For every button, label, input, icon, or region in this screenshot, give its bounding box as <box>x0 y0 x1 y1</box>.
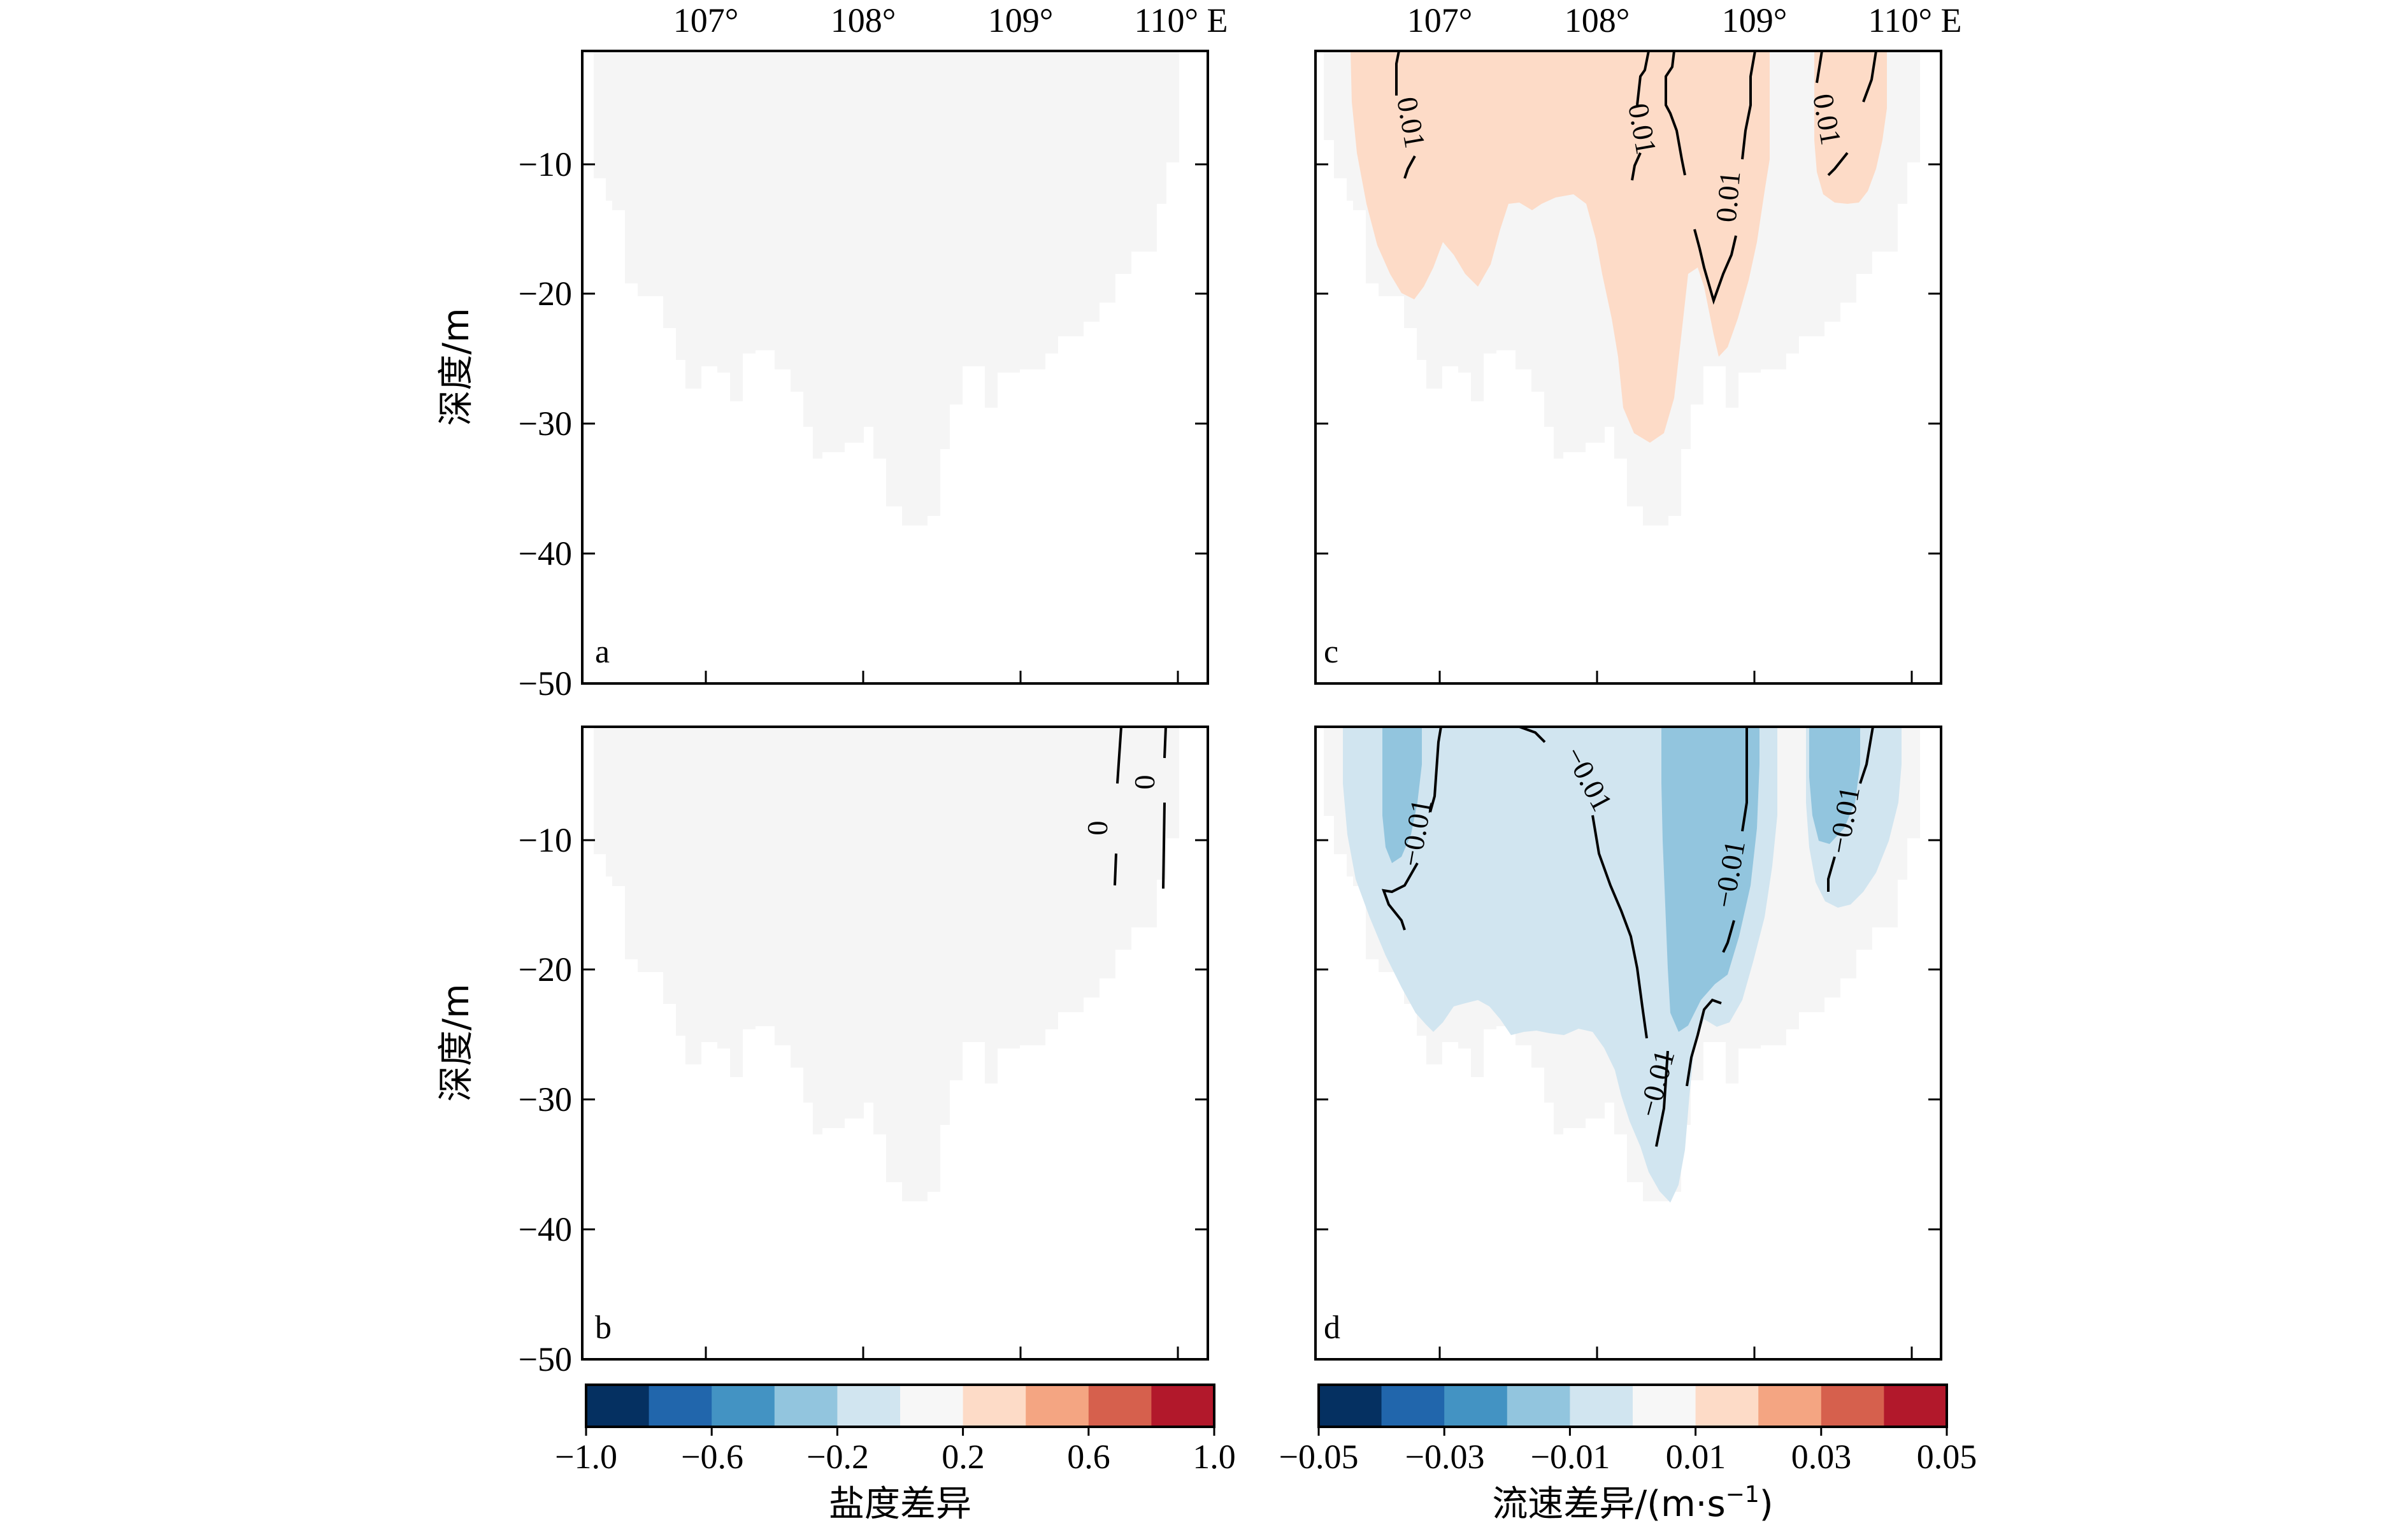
colorbar-right-bin-5 <box>1570 1385 1633 1427</box>
x-tick-label-c-108: 108° <box>1565 1 1630 39</box>
colorbar-right-frame <box>1317 1384 1948 1428</box>
colorbar-right-bin-8 <box>1758 1385 1822 1427</box>
panel-c-ticks <box>1315 163 1941 683</box>
colorbar-left-tick-5: 0.6 <box>1067 1438 1110 1476</box>
panel-d-negative-fill-strong-mid <box>1661 727 1759 1032</box>
panel-b-frame <box>581 726 1209 1361</box>
colorbar-right-bin-10 <box>1884 1385 1947 1427</box>
x-tick-label-a-107: 107° <box>673 1 739 39</box>
colorbar-right-tick-5: 0.03 <box>1791 1438 1852 1476</box>
colorbar-right-bin-9 <box>1821 1385 1884 1427</box>
colorbar-left-bin-8 <box>1026 1385 1089 1427</box>
x-tick-label-a-108: 108° <box>831 1 896 39</box>
colorbar-left-bin-2 <box>649 1385 712 1427</box>
colorbar-right-bin-4 <box>1507 1385 1570 1427</box>
colorbar-left-tick-2: −0.6 <box>681 1438 743 1476</box>
y-tick-label-a-30: −30 <box>519 404 572 443</box>
panel-d-negative-fill-strong-right <box>1809 727 1860 844</box>
colorbar-left-bin-5 <box>837 1385 901 1427</box>
colorbar-right-tick-4: 0.01 <box>1666 1438 1726 1476</box>
x-tick-label-c-110: 110° E <box>1868 1 1961 39</box>
y-tick-label-a-40: −40 <box>519 534 572 573</box>
panel-d-ticks <box>1315 839 1941 1359</box>
y-tick-label-b-10: −10 <box>519 821 572 859</box>
colorbar-left-title: 盐度差异 <box>829 1484 971 1523</box>
y-axis-title-bottom: 深度/m <box>436 983 477 1101</box>
contour-label-c-3: 0.01 <box>1710 169 1747 224</box>
colorbar-left-bin-1 <box>586 1385 650 1427</box>
x-tick-label-a-110: 110° E <box>1134 1 1228 39</box>
colorbar-velocity <box>1317 1384 1948 1436</box>
x-tick-label-a-109: 109° <box>988 1 1054 39</box>
y-tick-label-b-40: −40 <box>519 1210 572 1248</box>
y-axis-title-top: 深度/m <box>436 308 477 425</box>
colorbar-left-bin-9 <box>1088 1385 1152 1427</box>
y-tick-label-b-30: −30 <box>519 1080 572 1119</box>
colorbar-right-tick-6: 0.05 <box>1917 1438 1977 1476</box>
colorbar-right-title: 流速差异/(m·s−1) <box>1492 1482 1773 1523</box>
panel-b-domain-fill <box>594 727 1179 1201</box>
colorbar-left-tick-3: −0.2 <box>806 1438 869 1476</box>
colorbar-left-frame <box>585 1384 1215 1428</box>
panel-a-domain-fill <box>594 51 1179 526</box>
colorbar-left-tick-6: 1.0 <box>1193 1438 1236 1476</box>
colorbar-right-tick-2: −0.03 <box>1405 1438 1485 1476</box>
panel-b-contours <box>1114 726 1167 889</box>
panel-letter-c: c <box>1324 634 1338 670</box>
x-tick-label-c-109: 109° <box>1722 1 1788 39</box>
y-tick-label-a-20: −20 <box>519 275 572 313</box>
colorbar-right-bin-1 <box>1319 1385 1382 1427</box>
y-tick-label-b-20: −20 <box>519 950 572 989</box>
panel-b: 0 0 −10 −20 −30 −40 −50 b 深度/m <box>436 726 1209 1378</box>
colorbar-left-tick-4: 0.2 <box>942 1438 985 1476</box>
panel-c-frame <box>1314 50 1942 685</box>
x-tick-label-c-107: 107° <box>1407 1 1473 39</box>
panel-c-contours <box>1395 50 1877 305</box>
contour-label-b-1: 0 <box>1081 821 1114 836</box>
panel-d-contours <box>1381 726 1874 1147</box>
colorbar-left-bin-7 <box>963 1385 1026 1427</box>
colorbar-left-bin-3 <box>712 1385 775 1427</box>
panel-b-ticks <box>582 839 1208 1361</box>
contour-label-b-2: 0 <box>1128 775 1161 790</box>
colorbar-right-tick-3: −0.01 <box>1531 1438 1610 1476</box>
colorbar-right-tick-1: −0.05 <box>1279 1438 1359 1476</box>
colorbar-left-bin-6 <box>900 1385 964 1427</box>
panel-d: −0.01 −0.01 −0.01 −0.01 −0.01 d <box>1314 726 1942 1361</box>
colorbar-left-bin-10 <box>1151 1385 1215 1427</box>
panel-d-frame <box>1314 726 1942 1361</box>
panel-a-frame <box>581 50 1209 685</box>
panel-letter-a: a <box>595 634 610 670</box>
colorbar-right-bin-6 <box>1633 1385 1696 1427</box>
panel-letter-d: d <box>1324 1310 1340 1346</box>
y-tick-label-a-10: −10 <box>519 145 572 183</box>
colorbar-right-bin-2 <box>1381 1385 1445 1427</box>
y-tick-label-a-50: −50 <box>519 664 572 703</box>
panel-d-negative-fill-strong-left <box>1382 727 1422 863</box>
y-tick-label-b-50: −50 <box>519 1340 572 1378</box>
panel-c: 0.01 0.01 0.01 0.01 107° 108° 109° 110° … <box>1314 1 1962 685</box>
panel-letter-b: b <box>595 1310 612 1346</box>
colorbar-left-tick-1: −1.0 <box>555 1438 617 1476</box>
colorbar-salinity <box>585 1384 1215 1436</box>
panel-a-ticks <box>582 163 1208 685</box>
colorbar-left-bin-4 <box>774 1385 838 1427</box>
colorbar-right-bin-3 <box>1444 1385 1508 1427</box>
colorbar-right-bin-7 <box>1695 1385 1759 1427</box>
panel-a: 107° 108° 109° 110° E −10 −20 −30 −40 −5… <box>436 1 1228 703</box>
panel-c-positive-fill-left <box>1351 51 1770 443</box>
